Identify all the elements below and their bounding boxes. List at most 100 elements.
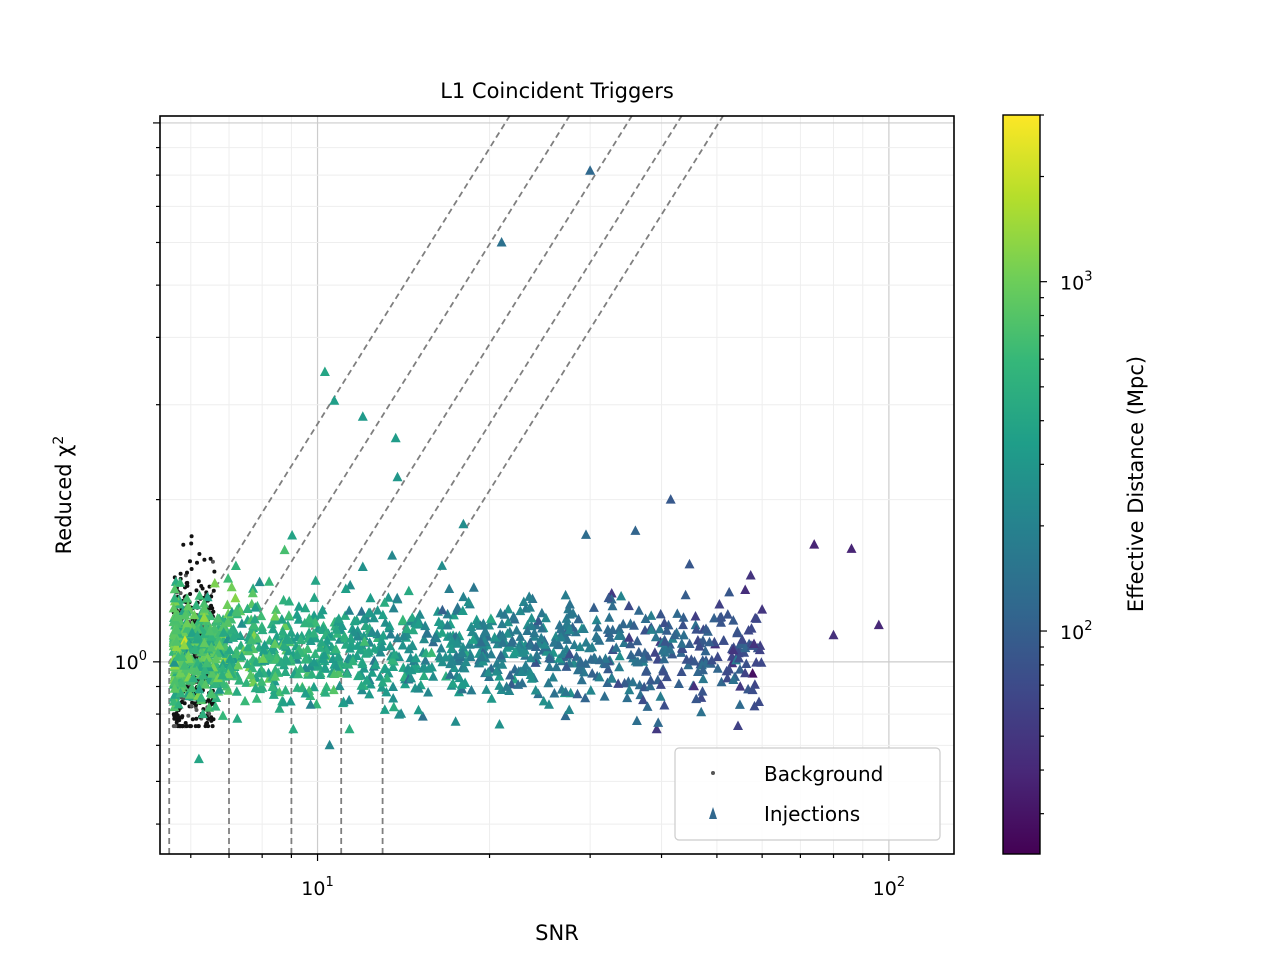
injection-point <box>413 618 424 628</box>
injection-point <box>483 666 494 677</box>
injection-point <box>587 668 598 678</box>
injection-point <box>226 581 237 592</box>
injection-point <box>357 411 368 421</box>
injection-point <box>179 639 190 650</box>
colorbar-tick-label-exp: 3 <box>1084 270 1092 285</box>
injection-point <box>529 627 540 638</box>
injection-point <box>584 642 595 653</box>
injection-point <box>396 708 407 718</box>
injection-point <box>168 696 179 706</box>
injection-point <box>625 638 636 649</box>
injection-point <box>283 645 294 656</box>
injection-point <box>665 494 676 504</box>
background-point <box>188 559 192 564</box>
background-point <box>194 708 199 712</box>
injection-point <box>278 640 289 650</box>
injection-point <box>231 686 242 696</box>
injection-point <box>344 723 355 734</box>
injection-point <box>360 648 371 658</box>
injection-point <box>250 602 261 612</box>
injection-point <box>691 693 702 704</box>
injection-point <box>489 632 500 642</box>
injection-point <box>613 678 624 688</box>
injection-point <box>406 664 417 675</box>
injection-point <box>199 598 210 608</box>
injection-point <box>249 613 260 624</box>
background-point <box>194 716 199 721</box>
injection-point <box>279 544 290 555</box>
injection-point <box>442 608 453 619</box>
injection-point <box>242 658 253 669</box>
injection-point <box>191 599 202 610</box>
injection-point <box>651 723 662 734</box>
injection-point <box>398 630 409 641</box>
background-point <box>185 583 190 588</box>
injection-point <box>345 643 355 653</box>
injection-point <box>603 663 614 674</box>
injection-point <box>442 620 453 630</box>
injection-point <box>467 626 478 637</box>
threshold-curve-3 <box>290 116 633 854</box>
injection-point <box>585 165 596 175</box>
injection-point <box>466 621 477 631</box>
injection-point <box>626 649 636 660</box>
injection-point <box>224 662 235 672</box>
injection-point <box>809 539 820 549</box>
legend-background-marker <box>711 771 715 775</box>
injection-point <box>689 680 699 691</box>
injection-point <box>207 668 218 678</box>
injection-point <box>749 638 759 648</box>
injection-point <box>174 599 185 609</box>
injection-point <box>349 615 360 626</box>
injection-point <box>420 655 431 665</box>
injection-point <box>256 676 267 686</box>
injection-point <box>324 739 335 750</box>
injection-point <box>600 653 611 663</box>
injection-point <box>716 611 727 622</box>
injection-point <box>631 715 642 725</box>
injection-point <box>333 613 344 623</box>
injection-point <box>749 700 760 711</box>
injection-point <box>397 640 408 650</box>
injection-point <box>346 633 356 643</box>
injection-point <box>522 625 533 635</box>
injection-point <box>210 653 221 664</box>
injection-point <box>440 651 451 662</box>
injection-point <box>365 592 376 603</box>
injection-point <box>288 723 299 734</box>
injection-point <box>370 659 381 669</box>
injection-point <box>344 605 355 615</box>
injection-point <box>511 625 522 635</box>
injection-point <box>356 606 367 616</box>
injection-point <box>420 620 431 631</box>
injection-point <box>252 633 263 643</box>
injection-point <box>182 593 192 603</box>
injection-point <box>712 651 723 661</box>
injection-point <box>270 671 281 681</box>
background-point <box>176 724 181 729</box>
injection-point <box>698 673 709 684</box>
y-tick-label-exp: 0 <box>139 649 147 664</box>
injection-point <box>458 641 468 652</box>
injection-point <box>217 663 228 673</box>
injection-point <box>433 616 444 626</box>
background-point <box>178 591 183 596</box>
colorbar-label: Effective Distance (Mpc) <box>1124 356 1148 612</box>
injection-point <box>459 662 470 673</box>
injection-point <box>197 708 208 719</box>
injection-point <box>212 672 223 683</box>
injection-point <box>385 640 396 651</box>
injection-point <box>548 672 558 682</box>
injection-point <box>447 654 457 665</box>
injection-point <box>485 613 496 623</box>
injection-point <box>516 666 527 676</box>
injection-point <box>189 609 200 620</box>
background-point <box>189 567 194 571</box>
injection-point <box>569 639 580 650</box>
injection-point <box>735 664 745 674</box>
injection-point <box>217 669 228 680</box>
injection-point <box>388 693 399 703</box>
threshold-curve-1 <box>168 116 511 854</box>
injection-point <box>448 678 459 688</box>
